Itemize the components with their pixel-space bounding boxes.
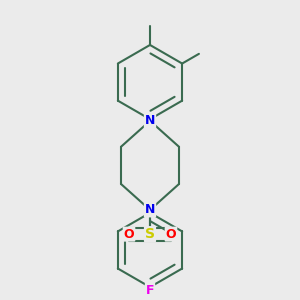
Text: O: O	[124, 228, 134, 241]
Text: N: N	[145, 114, 155, 127]
Text: S: S	[145, 227, 155, 241]
Text: O: O	[166, 228, 176, 241]
Text: F: F	[146, 284, 154, 297]
Text: N: N	[145, 203, 155, 216]
